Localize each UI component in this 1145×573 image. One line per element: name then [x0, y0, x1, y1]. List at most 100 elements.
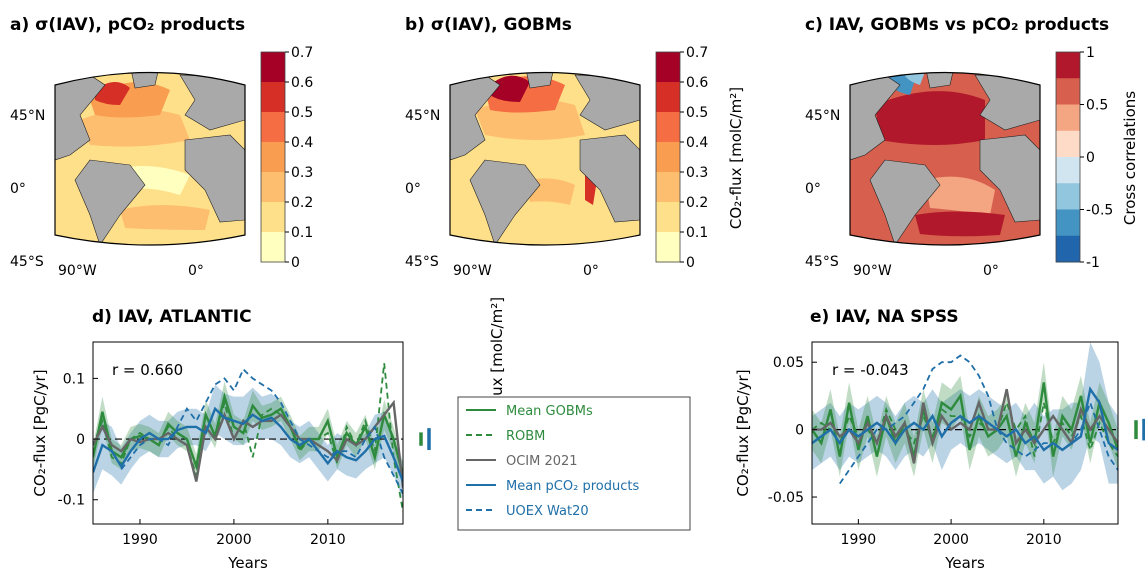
map-field-region	[905, 72, 925, 85]
y-tick-label: -0.05	[768, 490, 804, 506]
map-b	[449, 71, 641, 246]
lat-label-0: 0°	[405, 181, 421, 197]
legend-items: Mean GOBMs ROBM OCIM 2021 Mean pCO₂ product…	[466, 404, 639, 519]
lon-label-90w: 90°W	[58, 263, 97, 279]
colorbar-tick-label: 0.5	[291, 105, 313, 121]
map-field-region	[80, 108, 190, 147]
series-line	[93, 363, 403, 513]
plot-area	[812, 342, 1118, 491]
y-tick-label: 0	[795, 423, 804, 439]
lat-label-45s: 45°S	[10, 254, 44, 270]
map-panel-a: a) σ(IAV), pCO₂ products 45°N 0° 45°S 90…	[10, 15, 506, 439]
map-field-region	[95, 81, 130, 105]
legend-label: OCIM 2021	[506, 454, 578, 469]
colorbar-swatch	[1056, 130, 1080, 158]
panel-e-xlabel: Years	[944, 554, 985, 572]
legend-label: ROBM	[506, 429, 545, 444]
colorbar-tick-label: 0.4	[291, 135, 313, 151]
series-line	[839, 354, 1118, 485]
colorbar-swatch	[1056, 235, 1080, 263]
lon-label-90w: 90°W	[453, 263, 492, 279]
lon-label-0: 0°	[188, 263, 204, 279]
x-tick-label: 1990	[122, 532, 158, 548]
lat-label-0: 0°	[10, 181, 26, 197]
colorbar-swatch	[261, 112, 285, 143]
colorbar-tick-label: 0.1	[686, 225, 708, 241]
legend-label: Mean GOBMs	[506, 404, 593, 419]
colorbar-tick-label: 1	[1086, 45, 1095, 61]
map-frame	[449, 71, 641, 246]
land-mass	[469, 159, 541, 245]
colorbar-tick-label: 0.7	[291, 45, 313, 61]
series-line	[93, 406, 403, 482]
map-fill	[450, 72, 640, 245]
x-tick-label: 2010	[1026, 532, 1062, 548]
lat-label-0: 0°	[805, 181, 821, 197]
lon-label-0: 0°	[983, 263, 999, 279]
colorbar-tick-label: 0	[686, 255, 695, 271]
colorbar-swatch	[1056, 78, 1080, 105]
colorbar-swatch	[656, 82, 680, 113]
land-mass	[924, 72, 956, 89]
colorbar-swatch	[261, 232, 285, 263]
panel-d-xlabel: Years	[227, 554, 268, 572]
colorbar-swatch	[1056, 209, 1080, 237]
colorbar-b-label: CO₂-flux [molC/m²]	[727, 87, 745, 229]
panel-e-title: e) IAV, NA SPSS	[810, 307, 959, 327]
series-line	[812, 386, 1118, 452]
map-frame	[849, 71, 1041, 246]
series-line	[120, 367, 403, 495]
colorbar-swatch	[1056, 52, 1080, 79]
land-mass	[974, 74, 1040, 131]
map-a	[54, 71, 246, 246]
panel-a-title: a) σ(IAV), pCO₂ products	[10, 15, 245, 35]
colorbar-tick-label: 0.3	[686, 165, 708, 181]
colorbar-frame	[260, 51, 286, 263]
plot-area	[93, 363, 403, 513]
legend-label: Mean pCO₂ products	[506, 479, 639, 494]
map-c-globe	[849, 71, 1041, 246]
legend-entry: OCIM 2021	[466, 454, 578, 469]
lon-label-90w: 90°W	[853, 263, 892, 279]
colorbar-tick-label: -1	[1086, 255, 1100, 271]
colorbar-swatch	[1056, 157, 1080, 184]
plot-d: 1990 2000 2010 -0.1 0 0.1	[58, 341, 431, 548]
map-field-region	[875, 91, 985, 145]
land-mass	[574, 74, 640, 131]
colorbar-swatch	[656, 112, 680, 143]
map-field-region	[120, 205, 210, 230]
legend-label: UOEX Wat20	[506, 504, 589, 519]
colorbar-tick-label: 0.5	[1086, 98, 1108, 114]
timeseries-panel-e: e) IAV, NA SPSS 1990 2000 2010 -0.05 0 0.05 r…	[734, 307, 1145, 572]
colorbar-swatch	[1056, 183, 1080, 210]
map-panel-c: c) IAV, GOBMs vs pCO₂ products 45°N 0° 4…	[805, 15, 1139, 279]
colorbar-tick-label: 0.7	[686, 45, 708, 61]
map-fill	[850, 72, 1040, 245]
colorbar-tick-label: 0.2	[686, 195, 708, 211]
lat-label-45n: 45°N	[805, 108, 840, 124]
x-tick-label: 2000	[933, 532, 969, 548]
colorbar-tick-label: 0	[291, 255, 300, 271]
lat-label-45s: 45°S	[405, 254, 439, 270]
legend: Mean GOBMs ROBM OCIM 2021 Mean pCO₂ product…	[457, 396, 691, 531]
legend-entry: Mean GOBMs	[466, 404, 593, 419]
colorbar-c: 1 0.5 0 -0.5 -1	[1055, 45, 1113, 271]
panel-d-title: d) IAV, ATLANTIC	[92, 307, 252, 327]
legend-entry: Mean pCO₂ products	[466, 479, 639, 494]
colorbar-a: 0.7 0.6 0.5 0.4 0.3 0.2 0.1 0	[260, 45, 313, 271]
map-c	[849, 71, 1041, 246]
panel-d-ylabel: CO₂-flux [PgC/yr]	[31, 369, 49, 496]
land-mass	[524, 72, 556, 89]
colorbar-tick-label: 0.2	[291, 195, 313, 211]
map-field-region	[925, 176, 995, 215]
colorbar-swatch	[656, 52, 680, 83]
colorbar-swatch	[261, 172, 285, 203]
colorbar-tick-label: -0.5	[1086, 203, 1113, 219]
colorbar-swatch	[656, 232, 680, 263]
map-field-region	[915, 211, 1005, 237]
colorbar-swatch	[261, 82, 285, 113]
land-mass	[184, 134, 245, 223]
colorbar-tick-label: 0.6	[686, 75, 708, 91]
panel-e-correlation: r = -0.043	[832, 361, 909, 379]
